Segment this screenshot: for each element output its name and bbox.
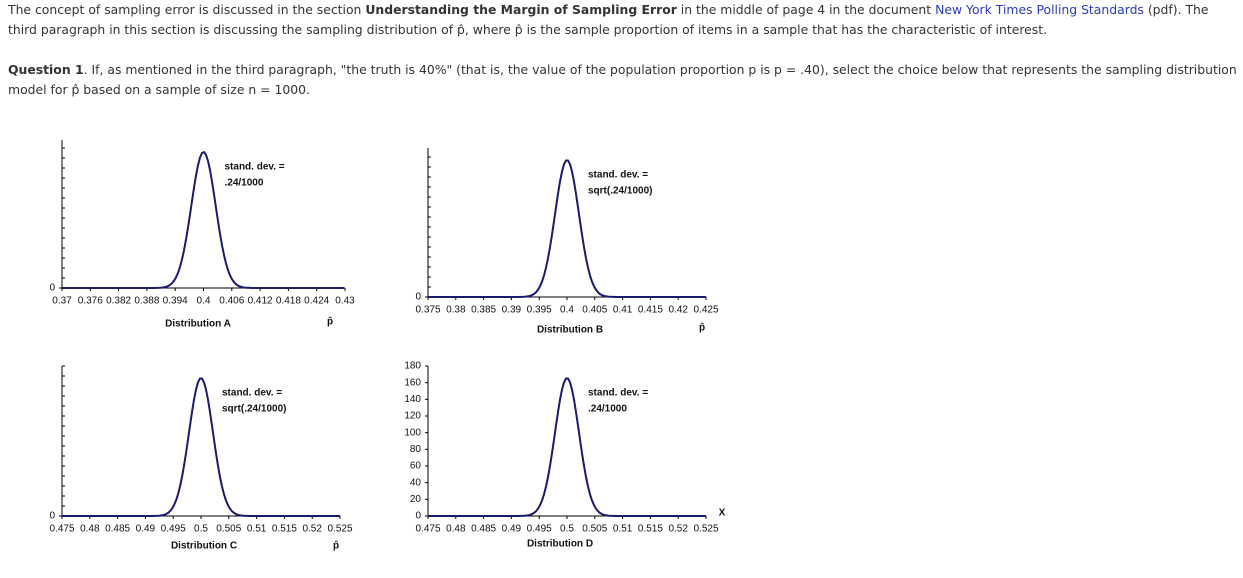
curve [428,377,706,517]
x-tick-label: 0.405 [582,305,607,316]
x-tick-label: 0.406 [219,296,244,307]
x-tick-label: 0.394 [163,296,188,307]
x-tick-label: 0.485 [471,524,496,535]
curve [428,159,706,298]
axis-label: p̂ [327,317,333,328]
x-tick-label: 0.41 [613,305,633,316]
x-tick-label: 0.495 [161,524,186,535]
x-tick-label: 0.43 [335,296,355,307]
x-tick-label: 0.505 [216,524,241,535]
y-tick-label: 120 [404,411,421,422]
axis-label: p̂ [333,541,339,552]
x-tick-label: 0.525 [693,524,718,535]
text: in the middle of page 4 in the document [676,2,936,17]
x-tick-label: 0.48 [80,524,100,535]
x-tick-label: 0.49 [136,524,156,535]
y-tick-label: 0 [415,292,421,303]
annotation: stand. dev. = [225,162,285,173]
x-tick-label: 0.37 [52,296,72,307]
x-tick-label: 0.382 [106,296,131,307]
y-tick-label: 80 [410,444,422,455]
text: The concept of sampling error is discuss… [8,2,366,17]
y-tick-label: 40 [410,477,422,488]
annotation: .24/1000 [588,404,627,415]
x-tick-label: 0.375 [415,305,440,316]
x-tick-label: 0.48 [446,524,466,535]
x-tick-label: 0.515 [638,524,663,535]
intro: The concept of sampling error is discuss… [8,0,1240,40]
question: Question 1. If, as mentioned in the thir… [8,60,1240,100]
text: (pdf). The third paragraph in this secti… [8,2,1209,37]
curve [62,150,344,289]
x-tick-label: 0.5 [194,524,208,535]
x-tick-label: 0.515 [272,524,297,535]
annotation: sqrt(.24/1000) [588,186,652,197]
annotation: sqrt(.24/1000) [222,404,286,415]
x-tick-label: 0.376 [78,296,103,307]
annotation: .24/1000 [225,178,264,189]
x-tick-label: 0.475 [415,524,440,535]
y-tick-label: 0 [415,511,421,522]
x-tick-label: 0.49 [502,524,522,535]
y-tick-label: 0 [49,283,55,294]
x-tick-label: 0.495 [527,524,552,535]
x-tick-label: 0.424 [304,296,329,307]
caption: Distribution B [537,325,603,336]
x-tick-label: 0.475 [49,524,74,535]
section-name: Understanding the Margin of Sampling Err… [365,2,677,17]
x-tick-label: 0.525 [327,524,352,535]
y-tick-label: 140 [404,394,421,405]
x-tick-label: 0.5 [560,524,574,535]
x-tick-label: 0.51 [613,524,633,535]
x-tick-label: 0.415 [638,305,663,316]
y-tick-label: 160 [404,377,421,388]
caption: Distribution D [527,539,593,550]
annotation: stand. dev. = [588,388,648,399]
x-tick-label: 0.42 [668,305,688,316]
question-text: . If, as mentioned in the third paragrap… [8,62,1237,97]
x-tick-label: 0.52 [668,524,688,535]
link[interactable]: New York Times Polling Standards [935,2,1144,17]
axis-label: p̂ [699,323,705,334]
x-tick-label: 0.395 [527,305,552,316]
caption: Distribution C [171,541,237,552]
y-tick-label: 0 [49,511,55,522]
x-tick-label: 0.485 [105,524,130,535]
annotation: stand. dev. = [588,170,648,181]
annotation: stand. dev. = [222,388,282,399]
y-tick-label: 100 [404,427,421,438]
x-tick-label: 0.4 [560,305,574,316]
x-tick-label: 0.51 [247,524,267,535]
y-tick-label: 60 [410,461,422,472]
x-tick-label: 0.505 [582,524,607,535]
caption: Distribution A [165,319,231,330]
x-tick-label: 0.388 [134,296,159,307]
x-tick-label: 0.4 [197,296,211,307]
y-tick-label: 20 [410,494,422,505]
axis-label: X [719,508,726,519]
curve [62,377,340,517]
question-label: Question 1 [8,62,84,77]
x-tick-label: 0.52 [302,524,322,535]
x-tick-label: 0.38 [446,305,466,316]
x-tick-label: 0.39 [502,305,522,316]
x-tick-label: 0.418 [276,296,301,307]
x-tick-label: 0.412 [248,296,273,307]
x-tick-label: 0.425 [693,305,718,316]
y-tick-label: 180 [404,361,421,372]
x-tick-label: 0.385 [471,305,496,316]
